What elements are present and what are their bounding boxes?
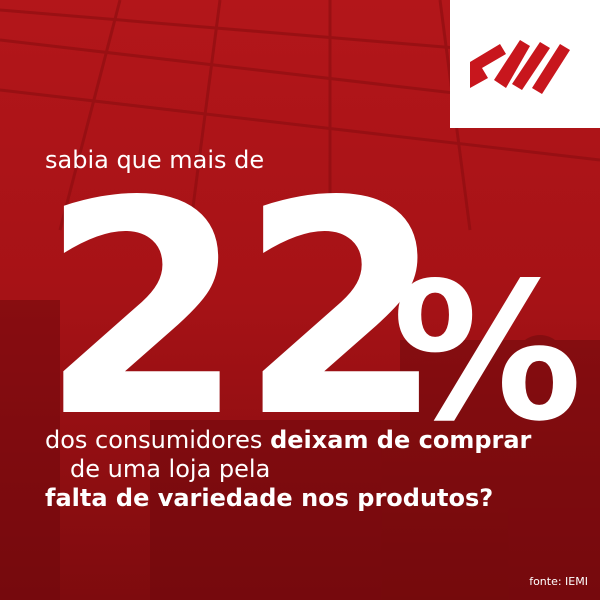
big-number: 22	[40, 138, 439, 482]
text-line: dos consumidores deixam de comprar	[45, 426, 532, 454]
regular-text: dos consumidores	[45, 426, 262, 454]
crowd-shapes	[0, 300, 600, 600]
text-line: falta de variedade nos produtos?	[45, 484, 493, 512]
text-line: de uma loja pela	[70, 455, 270, 483]
intro-text: sabia que mais de	[45, 146, 264, 174]
percent-sign: %	[392, 242, 582, 463]
bold-text: deixam de comprar	[270, 426, 531, 454]
source: fonte: IEMI	[529, 575, 588, 588]
logo	[470, 40, 570, 94]
